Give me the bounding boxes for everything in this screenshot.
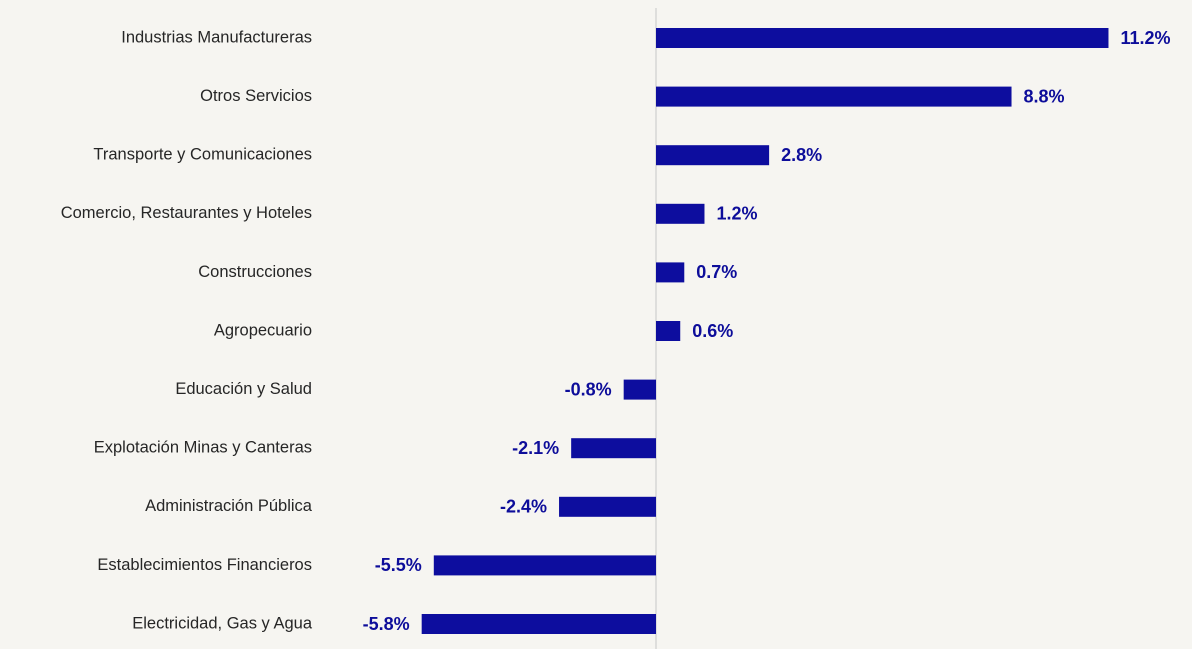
category-label: Transporte y Comunicaciones xyxy=(93,146,312,164)
category-label: Agropecuario xyxy=(214,321,312,339)
bar xyxy=(656,262,685,283)
bar xyxy=(656,321,681,341)
value-label: 0.7% xyxy=(696,262,737,282)
category-label: Comercio, Restaurantes y Hoteles xyxy=(61,204,312,222)
bar xyxy=(433,555,656,576)
category-label: Construcciones xyxy=(198,263,312,281)
category-label: Explotación Minas y Canteras xyxy=(94,439,312,457)
category-label: Industrias Manufactureras xyxy=(121,28,312,46)
category-label: Establecimientos Financieros xyxy=(97,556,312,574)
bar xyxy=(656,203,705,224)
value-label: 1.2% xyxy=(716,204,757,224)
value-label: -5.5% xyxy=(375,555,422,575)
bar xyxy=(623,379,656,400)
bar xyxy=(656,28,1109,48)
value-label: -2.4% xyxy=(500,497,547,517)
value-label: 8.8% xyxy=(1024,86,1065,106)
value-label: 2.8% xyxy=(781,145,822,165)
value-label: -0.8% xyxy=(565,379,612,399)
bar xyxy=(656,86,1012,107)
category-label: Electricidad, Gas y Agua xyxy=(132,614,313,632)
bar xyxy=(421,614,656,634)
category-label: Educación y Salud xyxy=(175,380,312,398)
value-label: 0.6% xyxy=(692,321,733,341)
bar xyxy=(571,438,656,459)
category-label: Administración Pública xyxy=(145,497,313,515)
category-label: Otros Servicios xyxy=(200,87,312,105)
value-label: 11.2% xyxy=(1120,28,1170,48)
value-label: -5.8% xyxy=(363,614,410,634)
value-label: -2.1% xyxy=(512,438,559,458)
bar xyxy=(559,496,656,517)
bar xyxy=(656,145,770,166)
